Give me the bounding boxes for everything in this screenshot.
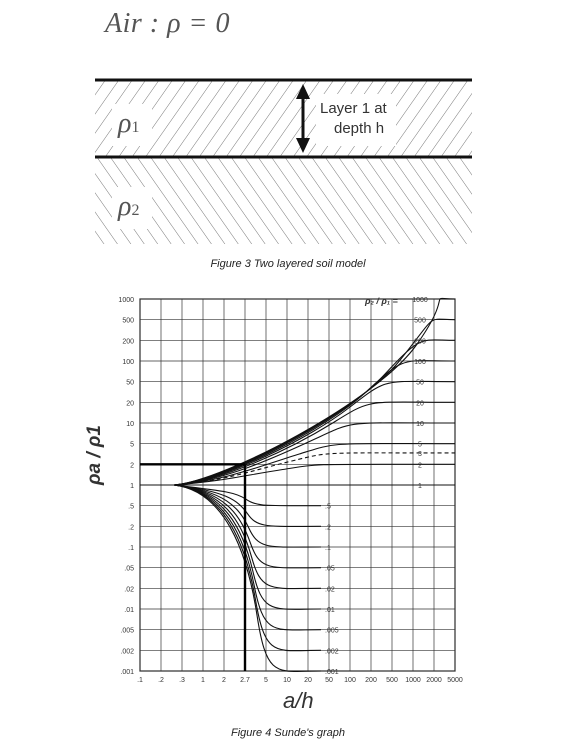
curve-label: .5 — [325, 504, 331, 511]
soil-layer-diagram — [95, 78, 472, 244]
layer-label-line1: Layer 1 at — [320, 100, 387, 117]
y-axis-label: ρa / ρ1 — [84, 425, 105, 485]
y-tick-label: .1 — [128, 545, 134, 552]
curve-label: .01 — [325, 607, 335, 614]
rho2-label: ρ2 — [118, 191, 139, 223]
y-tick-label: .01 — [124, 607, 134, 614]
y-tick-label: .2 — [128, 524, 134, 531]
y-tick-label: 5 — [130, 442, 134, 449]
air-label: Air : ρ = 0 — [105, 8, 230, 39]
curve-ratio-5 — [140, 442, 456, 486]
y-tick-label: 1000 — [118, 297, 134, 304]
curve-ratio-.01 — [140, 484, 322, 610]
y-tick-label: 10 — [126, 421, 134, 428]
x-tick-label: 2 — [222, 677, 226, 684]
figure4-caption: Figure 4 Sunde's graph — [230, 727, 345, 739]
y-tick-label: 500 — [122, 318, 134, 325]
curve-ratio-1000 — [140, 297, 456, 486]
y-tick-label: .001 — [120, 669, 134, 676]
x-tick-label: .3 — [179, 677, 185, 684]
curve-label: .005 — [325, 628, 339, 635]
rho2-subscript: 2 — [131, 202, 140, 219]
y-tick-label: .02 — [124, 586, 134, 593]
curve-ratio-20 — [140, 401, 456, 486]
y-tick-label: .05 — [124, 566, 134, 573]
curve-label: .1 — [325, 545, 331, 552]
curve-ratio-50 — [140, 380, 456, 486]
y-tick-label: .002 — [120, 648, 134, 655]
rho2-bg — [112, 187, 152, 229]
curve-ratio-.005 — [140, 484, 322, 631]
curve-label: 3 — [418, 451, 422, 458]
curve-ratio-2 — [140, 463, 456, 486]
y-tick-labels: 1000 500 200 100 50 20 10 5 2 1 .5 .2 .1 .05 .02 .01 .00… — [118, 297, 134, 676]
curve-ratio-.02 — [140, 484, 322, 590]
x-tick-label: 5 — [264, 677, 268, 684]
layer1-hatch — [95, 80, 472, 157]
curve-ratio-.1 — [140, 484, 322, 548]
y-tick-label: 100 — [122, 359, 134, 366]
curve-label: 500 — [414, 318, 426, 325]
x-tick-label: 20 — [304, 677, 312, 684]
depth-arrow — [296, 84, 310, 153]
x-tick-labels: .1 .2 .3 1 2 2.7 5 10 20 50 100 200 500 1000 2000 5000 — [137, 677, 463, 684]
curve-label: .2 — [325, 524, 331, 531]
curve-label: 200 — [414, 338, 426, 345]
annotation-lines — [140, 463, 247, 671]
y-tick-label: .005 — [120, 628, 134, 635]
layer-label: Layer 1 at depth h — [320, 99, 396, 139]
curve-label: 5 — [418, 442, 422, 449]
curve-label: 1 — [418, 483, 422, 490]
curve-ratio-.5 — [140, 484, 322, 507]
curve-label: 50 — [416, 380, 424, 387]
x-tick-label: 5000 — [447, 677, 463, 684]
layer-label-line2: depth h — [334, 120, 385, 137]
curve-ratio-.05 — [140, 484, 322, 569]
curve-label: .002 — [325, 648, 339, 655]
curve-ratio-.2 — [140, 484, 322, 527]
rho2-symbol: ρ — [118, 191, 132, 222]
x-tick-label: .1 — [137, 677, 143, 684]
rho1-subscript: 1 — [131, 119, 140, 136]
curve-label: 1000 — [412, 297, 428, 304]
curve-label: .05 — [325, 566, 335, 573]
x-tick-label: 1 — [201, 677, 205, 684]
x-axis-label: a/h — [283, 688, 314, 713]
rho1-symbol: ρ — [118, 108, 132, 139]
y-tick-label: .5 — [128, 504, 134, 511]
rho1-label: ρ1 — [118, 108, 139, 140]
y-tick-label: 20 — [126, 400, 134, 407]
chart-curves — [140, 297, 456, 672]
x-tick-label: 10 — [283, 677, 291, 684]
x-tick-label: 50 — [325, 677, 333, 684]
x-tick-label: 2.7 — [240, 677, 250, 684]
x-tick-label: 2000 — [426, 677, 442, 684]
layer2-hatch — [95, 157, 472, 244]
curve-label: 2 — [418, 462, 422, 469]
curve-ratio-10 — [140, 422, 456, 486]
x-tick-label: 1000 — [405, 677, 421, 684]
layer-label-bg — [316, 94, 396, 146]
x-tick-label: .2 — [158, 677, 164, 684]
curve-param-label: ρ₂ / ρ₁ = — [365, 296, 398, 306]
curve-label: 100 — [414, 359, 426, 366]
x-tick-label: 200 — [365, 677, 377, 684]
sunde-graph: 1000 500 200 100 50 20 10 5 2 1 .5 .2 .1 .05 .02 .01 .00… — [118, 297, 463, 684]
y-tick-label: 50 — [126, 380, 134, 387]
y-tick-label: 2 — [130, 462, 134, 469]
x-tick-label: 100 — [344, 677, 356, 684]
curve-label: 10 — [416, 421, 424, 428]
x-tick-label: 500 — [386, 677, 398, 684]
curve-label: 20 — [416, 400, 424, 407]
curve-ratio-3 — [140, 452, 456, 486]
rho1-bg — [112, 104, 152, 146]
curve-ratio-100 — [140, 360, 456, 486]
y-tick-label: 1 — [130, 483, 134, 490]
y-tick-label: 200 — [122, 338, 134, 345]
curve-ratio-.001 — [140, 484, 322, 672]
curve-label: .001 — [325, 669, 339, 676]
figure3-caption: Figure 3 Two layered soil model — [210, 258, 366, 270]
curve-labels: 1000 500 200 100 50 20 10 5 3 2 1 .5 .2 .1 .05 .02 .01 .0… — [325, 297, 428, 676]
curve-label: .02 — [325, 586, 335, 593]
